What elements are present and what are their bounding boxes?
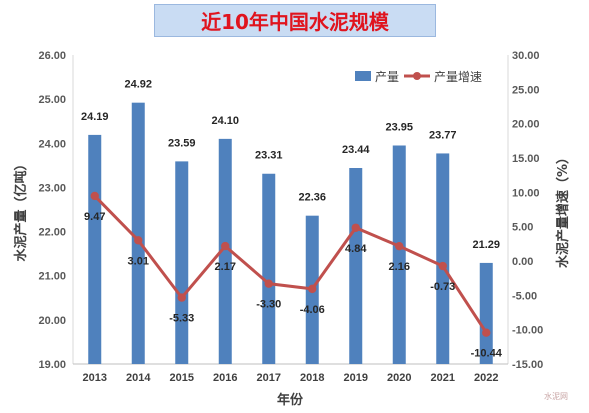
x-tick-label: 2017 — [257, 372, 281, 384]
y-tick-label-right: 10.00 — [512, 187, 540, 199]
y-tick-label-left: 22.00 — [38, 227, 66, 239]
line-data-label: 2.16 — [389, 261, 410, 273]
growth-line — [93, 194, 488, 334]
line-data-label: 9.47 — [84, 211, 105, 223]
growth-point-2014 — [134, 236, 143, 245]
x-tick-label: 2020 — [387, 372, 411, 384]
y-tick-label-right: 0.00 — [512, 256, 533, 268]
bar-2022 — [479, 262, 493, 364]
bar-2019 — [349, 168, 363, 364]
line-data-label: 2.17 — [215, 261, 236, 273]
bar-2014 — [131, 102, 145, 364]
chart-title: 近10年中国水泥规模 — [154, 4, 436, 37]
bar-data-label: 23.44 — [342, 144, 370, 156]
growth-point-2022 — [482, 328, 491, 337]
y-tick-label-left: 23.00 — [38, 182, 66, 194]
x-tick-label: 2018 — [300, 372, 324, 384]
y-axis-title-left: 水泥产量（亿吨） — [13, 157, 29, 261]
bar-2015 — [175, 161, 189, 364]
legend-label-line: 产量增速 — [434, 70, 482, 84]
line-data-label: -0.73 — [430, 281, 455, 293]
line-data-label: -5.33 — [169, 313, 194, 325]
y-tick-label-right: -5.00 — [512, 290, 537, 302]
bar-data-label: 24.19 — [81, 111, 109, 123]
growth-point-2019 — [351, 223, 360, 232]
line-data-label: -3.30 — [256, 299, 281, 311]
bar-2021 — [436, 153, 450, 364]
legend-swatch-bar — [355, 71, 371, 81]
bar-data-label: 23.77 — [429, 129, 457, 141]
y-tick-label-right: 25.00 — [512, 84, 540, 96]
y-tick-label-left: 26.00 — [38, 50, 66, 62]
bar-data-label: 23.95 — [385, 121, 413, 133]
bar-data-label: 21.29 — [472, 239, 500, 251]
x-axis-title: 年份 — [277, 392, 304, 408]
y-tick-label-left: 19.00 — [38, 359, 66, 371]
bar-data-label: 24.92 — [124, 79, 152, 91]
growth-point-2013 — [90, 191, 99, 201]
legend-marker-line — [413, 72, 421, 80]
y-tick-label-right: -15.00 — [512, 359, 543, 371]
x-tick-label: 2016 — [213, 372, 237, 384]
bar-2016 — [218, 138, 232, 364]
bar-2017 — [262, 173, 276, 364]
legend-label-bar: 产量 — [375, 70, 399, 84]
x-tick-label: 2019 — [344, 372, 368, 384]
growth-point-2016 — [221, 241, 230, 251]
watermark-logo: 水泥网 — [531, 393, 581, 409]
bar-data-label: 23.59 — [168, 137, 196, 149]
y-axis-title-right: 水泥产量增速（%） — [555, 151, 571, 268]
y-tick-label-left: 20.00 — [38, 315, 66, 327]
y-tick-label-right: 20.00 — [512, 119, 540, 131]
y-tick-label-right: 30.00 — [512, 50, 540, 62]
growth-point-2018 — [308, 284, 317, 294]
bar-data-label: 22.36 — [298, 192, 326, 204]
growth-point-2020 — [395, 241, 404, 251]
line-data-label: 4.84 — [345, 243, 367, 255]
y-tick-label-left: 25.00 — [38, 94, 66, 106]
x-tick-label: 2021 — [431, 372, 455, 384]
y-tick-label-right: 15.00 — [512, 153, 540, 165]
y-tick-label-right: 5.00 — [512, 222, 533, 234]
watermark-text: 水泥网 — [544, 392, 568, 401]
bar-2020 — [392, 145, 406, 364]
growth-point-2021 — [438, 261, 447, 271]
line-data-label: 3.01 — [128, 255, 149, 267]
line-data-label: -10.44 — [471, 348, 503, 360]
bar-2013 — [88, 134, 102, 364]
y-tick-label-left: 21.00 — [38, 271, 66, 283]
x-tick-label: 2022 — [474, 372, 498, 384]
x-tick-label: 2013 — [83, 372, 107, 384]
y-tick-label-left: 24.00 — [38, 138, 66, 150]
bar-data-label: 23.31 — [255, 150, 283, 162]
growth-point-2017 — [264, 279, 273, 288]
y-tick-label-right: -10.00 — [512, 325, 543, 337]
line-data-label: -4.06 — [300, 304, 325, 316]
x-tick-label: 2015 — [170, 372, 194, 384]
growth-point-2015 — [177, 293, 186, 302]
x-tick-label: 2014 — [126, 372, 151, 384]
chart-title-text: 近10年中国水泥规模 — [201, 10, 389, 34]
bar-data-label: 24.10 — [211, 115, 239, 127]
